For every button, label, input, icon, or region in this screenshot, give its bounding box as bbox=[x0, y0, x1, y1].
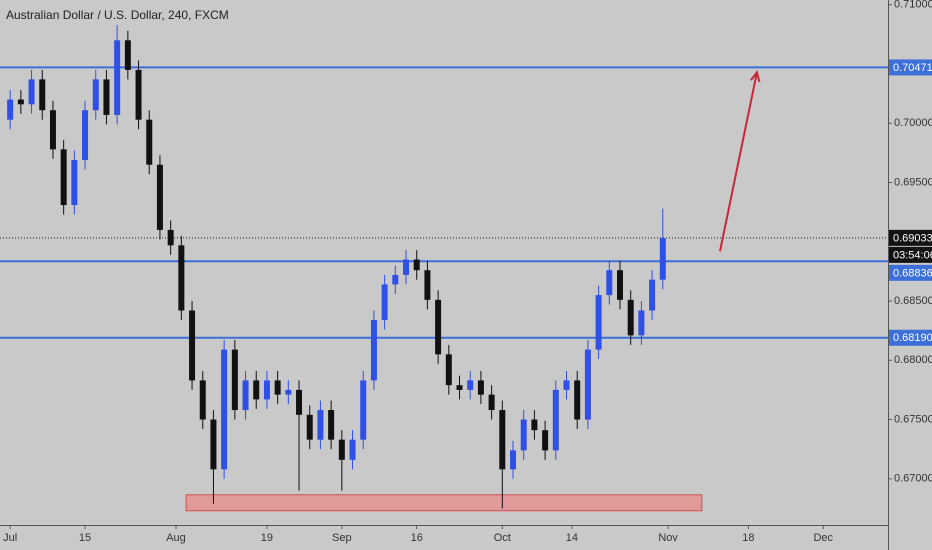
candle-body bbox=[552, 389, 559, 451]
x-tick-label: Nov bbox=[658, 532, 678, 544]
candle-body bbox=[510, 450, 517, 470]
x-tick-label: Oct bbox=[494, 532, 511, 544]
candle-body bbox=[221, 349, 228, 470]
candle-body bbox=[274, 380, 281, 395]
candle-body bbox=[103, 79, 110, 115]
support-zone bbox=[185, 494, 703, 512]
candle-body bbox=[659, 238, 666, 280]
candle-body bbox=[328, 410, 335, 440]
candle-body bbox=[231, 349, 238, 411]
y-tick-label: 0.70000 bbox=[894, 117, 932, 129]
candle-body bbox=[381, 284, 388, 320]
candle-body bbox=[306, 414, 313, 440]
candle-body bbox=[435, 299, 442, 355]
candle-body bbox=[649, 279, 656, 311]
candle-body bbox=[370, 319, 377, 381]
candle-body bbox=[285, 389, 292, 395]
candle-body bbox=[199, 380, 206, 420]
arrow-head bbox=[750, 70, 761, 83]
plot-area bbox=[0, 24, 888, 512]
candle-body bbox=[477, 380, 484, 395]
x-tick-label: 19 bbox=[261, 532, 273, 544]
candle-body bbox=[178, 245, 185, 311]
candle-body bbox=[296, 389, 303, 415]
candle-body bbox=[638, 310, 645, 336]
candle-body bbox=[616, 270, 623, 300]
price-label-box bbox=[889, 264, 932, 281]
price-label-box bbox=[889, 59, 932, 76]
candle-body bbox=[424, 270, 431, 300]
candle-body bbox=[627, 299, 634, 336]
candle-body bbox=[488, 394, 495, 411]
candle-body bbox=[520, 419, 527, 451]
candle-body bbox=[542, 430, 549, 451]
x-tick-label: 18 bbox=[742, 532, 754, 544]
candle-body bbox=[606, 270, 613, 296]
candle-body bbox=[413, 259, 420, 271]
candle-body bbox=[563, 380, 570, 390]
y-tick-label: 0.68000 bbox=[894, 354, 932, 366]
x-tick-label: 14 bbox=[566, 532, 578, 544]
candle-body bbox=[456, 385, 463, 390]
chart-title: Australian Dollar / U.S. Dollar, 240, FX… bbox=[6, 8, 229, 22]
candle-body bbox=[467, 380, 474, 390]
candle-body bbox=[263, 380, 270, 400]
x-tick-label: Jul bbox=[3, 532, 17, 544]
candle-body bbox=[499, 410, 506, 470]
candle-body bbox=[124, 40, 131, 70]
candle-body bbox=[392, 274, 399, 285]
y-tick-label: 0.67500 bbox=[894, 413, 932, 425]
arrow-shaft bbox=[719, 72, 758, 252]
candle-body bbox=[7, 99, 14, 120]
candle-body bbox=[71, 159, 78, 206]
price-label-box bbox=[889, 229, 932, 246]
candle-body bbox=[242, 380, 249, 411]
candle-body bbox=[403, 259, 410, 275]
price-label-box bbox=[889, 329, 932, 346]
x-tick-label: Aug bbox=[166, 532, 186, 544]
candle-body bbox=[595, 295, 602, 350]
candle-body bbox=[360, 380, 367, 440]
candle-body bbox=[135, 69, 142, 120]
candle-body bbox=[82, 110, 89, 160]
price-label: 0.70471 bbox=[893, 62, 932, 74]
candle-body bbox=[17, 99, 24, 105]
x-tick-label: Dec bbox=[813, 532, 833, 544]
candle-body bbox=[114, 40, 121, 115]
x-tick-label: Sep bbox=[332, 532, 352, 544]
y-tick-label: 0.68500 bbox=[894, 295, 932, 307]
candle-body bbox=[39, 79, 46, 111]
y-tick-label: 0.69500 bbox=[894, 176, 932, 188]
candle-body bbox=[531, 419, 538, 431]
candle-body bbox=[146, 119, 153, 165]
y-tick-label: 0.71000 bbox=[894, 0, 932, 11]
candle-body bbox=[28, 79, 35, 105]
price-label: 0.68836 bbox=[893, 267, 932, 279]
y-tick-label: 0.67000 bbox=[894, 473, 932, 485]
price-label: 03:54:06 bbox=[893, 249, 932, 261]
candle-body bbox=[584, 349, 591, 420]
candle-body bbox=[156, 164, 163, 230]
candle-body bbox=[349, 439, 356, 460]
candle-body bbox=[189, 310, 196, 381]
x-tick-label: 15 bbox=[79, 532, 91, 544]
candle-body bbox=[49, 110, 56, 150]
price-label-box bbox=[889, 246, 932, 263]
price-label: 0.69033 bbox=[893, 232, 932, 244]
candle-body bbox=[167, 229, 174, 246]
candle-body bbox=[338, 439, 345, 460]
candle-body bbox=[317, 410, 324, 440]
candle-body bbox=[92, 79, 99, 111]
x-tick-label: 16 bbox=[411, 532, 423, 544]
candle-body bbox=[445, 354, 452, 386]
candle-body bbox=[574, 380, 581, 420]
price-label: 0.68190 bbox=[893, 332, 932, 344]
candle-body bbox=[253, 380, 260, 400]
candle-body bbox=[60, 149, 67, 206]
candle-body bbox=[210, 419, 217, 470]
